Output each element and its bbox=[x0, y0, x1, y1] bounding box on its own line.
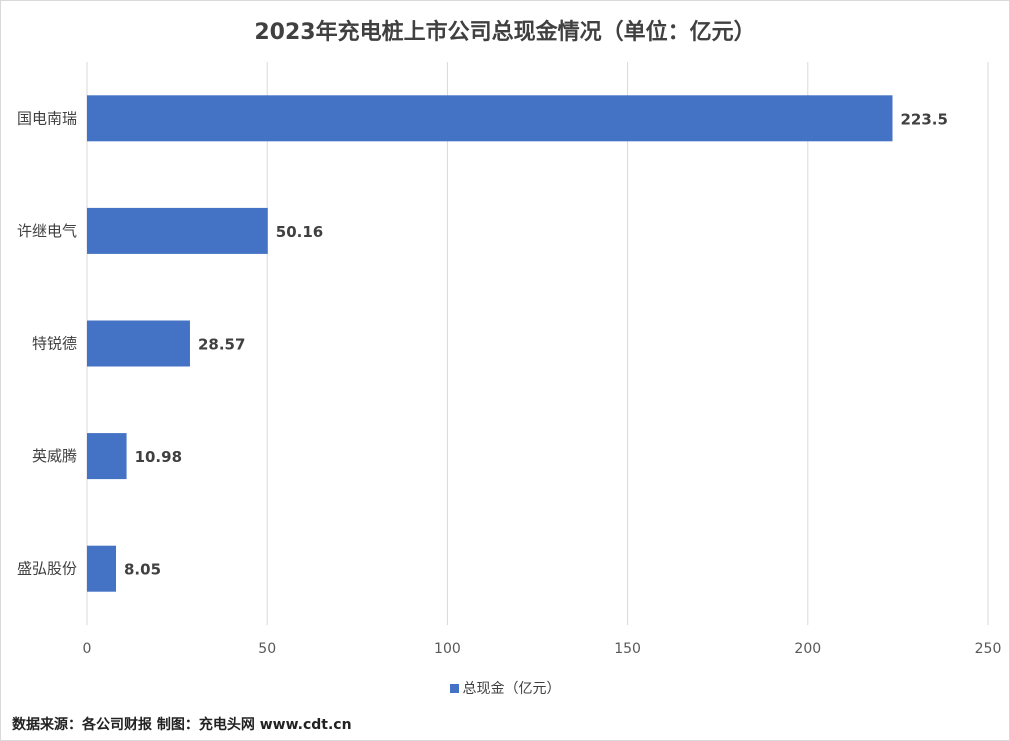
x-tick-label: 250 bbox=[975, 641, 1002, 657]
category-label: 英威腾 bbox=[32, 447, 77, 465]
x-tick-label: 100 bbox=[434, 641, 461, 657]
category-label: 盛弘股份 bbox=[17, 560, 77, 578]
data-label: 223.5 bbox=[900, 110, 947, 128]
x-tick-label: 200 bbox=[794, 641, 821, 657]
bar bbox=[87, 95, 893, 142]
category-label: 许继电气 bbox=[17, 222, 77, 240]
data-label: 10.98 bbox=[135, 448, 182, 466]
category-label: 特锐德 bbox=[32, 335, 77, 353]
x-tick-label: 150 bbox=[614, 641, 641, 657]
category-label: 国电南瑞 bbox=[17, 109, 77, 127]
bar bbox=[87, 433, 127, 480]
data-label: 50.16 bbox=[276, 223, 323, 241]
data-label: 28.57 bbox=[198, 336, 245, 354]
bar bbox=[87, 545, 117, 592]
source-note: 数据来源：各公司财报 制图：充电头网 www.cdt.cn bbox=[12, 717, 352, 733]
data-label: 8.05 bbox=[124, 561, 161, 579]
x-tick-label: 50 bbox=[258, 641, 276, 657]
legend: 总现金（亿元） bbox=[0, 678, 1010, 698]
legend-label: 总现金（亿元） bbox=[462, 681, 561, 697]
legend-swatch bbox=[449, 684, 459, 693]
bar bbox=[87, 207, 268, 254]
chart-title: 2023年充电桩上市公司总现金情况（单位：亿元） bbox=[254, 20, 756, 45]
x-tick-label: 0 bbox=[83, 641, 92, 657]
bar bbox=[87, 320, 190, 367]
